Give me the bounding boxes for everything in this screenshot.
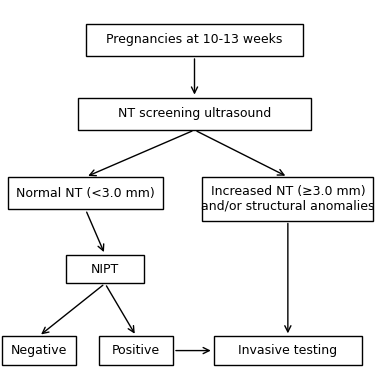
- Text: Increased NT (≥3.0 mm)
and/or structural anomalies: Increased NT (≥3.0 mm) and/or structural…: [201, 185, 375, 213]
- Text: NT screening ultrasound: NT screening ultrasound: [118, 107, 271, 120]
- Text: Positive: Positive: [112, 344, 160, 357]
- FancyBboxPatch shape: [8, 177, 163, 209]
- FancyBboxPatch shape: [2, 337, 76, 365]
- Text: Pregnancies at 10-13 weeks: Pregnancies at 10-13 weeks: [106, 33, 283, 46]
- FancyBboxPatch shape: [86, 23, 303, 56]
- Text: Normal NT (<3.0 mm): Normal NT (<3.0 mm): [16, 187, 155, 200]
- Text: Invasive testing: Invasive testing: [238, 344, 337, 357]
- Text: Negative: Negative: [11, 344, 67, 357]
- FancyBboxPatch shape: [78, 98, 311, 130]
- FancyBboxPatch shape: [214, 337, 362, 365]
- Text: NIPT: NIPT: [91, 263, 119, 276]
- FancyBboxPatch shape: [99, 337, 173, 365]
- FancyBboxPatch shape: [66, 255, 144, 283]
- FancyBboxPatch shape: [202, 177, 373, 221]
